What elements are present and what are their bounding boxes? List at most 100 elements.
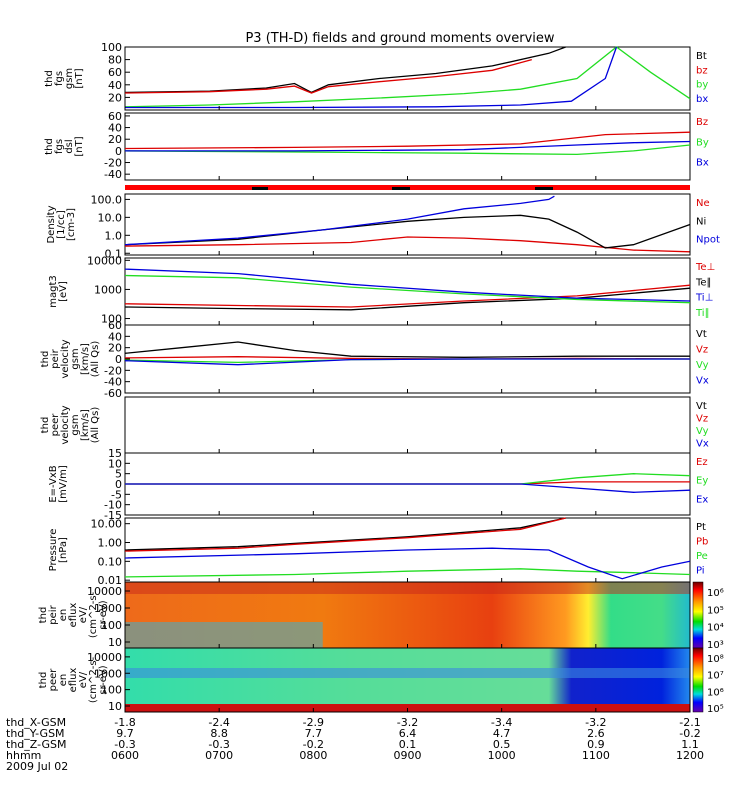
y-axis-label: velocity (60, 339, 71, 378)
legend-label: bz (696, 65, 708, 76)
y-tick-label: 10.00 (91, 518, 123, 531)
colorbar-tick-label: 10⁵ (707, 605, 724, 616)
legend-label: Npot (696, 235, 720, 246)
y-axis-label: gsm (70, 414, 81, 435)
series-line (124, 236, 691, 253)
series-line (124, 131, 691, 150)
y-axis-label: [nPa] (58, 537, 69, 563)
x-axis-y-gsm: 4.7 (493, 727, 511, 740)
y-axis-label: velocity (60, 405, 71, 444)
legend-label: Ez (696, 457, 708, 468)
series-line (124, 268, 691, 302)
series-line (124, 547, 691, 580)
legend-label: Bt (696, 51, 707, 62)
y-axis-label: eflux (68, 668, 79, 693)
legend-label: Ti∥ (695, 308, 710, 319)
spectrogram-low-energy (125, 622, 323, 648)
y-tick-label: -40 (104, 376, 122, 389)
y-tick-label: 1000 (94, 667, 122, 680)
panel-frame (124, 257, 691, 326)
y-axis-label: fgs (54, 139, 65, 154)
series-line (124, 517, 566, 551)
y-tick-label: 40 (108, 122, 122, 135)
x-axis-y-gsm: -0.2 (679, 727, 700, 740)
y-axis-label: eflux (68, 603, 79, 628)
y-tick-label: 0 (115, 478, 122, 491)
x-axis-z-gsm: -0.3 (114, 738, 135, 751)
y-axis-label: (cm^2-s- (88, 591, 99, 638)
x-axis-x-gsm: -1.8 (114, 716, 135, 729)
series-line (124, 284, 691, 308)
x-axis-x-gsm: -2.9 (303, 716, 324, 729)
x-axis-x-gsm: -2.1 (679, 716, 700, 729)
series-line (124, 46, 566, 94)
x-axis-row-label: thd_Z-GSM (6, 738, 66, 751)
y-tick-label: 40 (108, 79, 122, 92)
series-line (124, 287, 691, 311)
colorbar-tick-label: 10⁶ (707, 588, 724, 599)
y-tick-label: 60 (108, 110, 122, 123)
y-axis-label: en (58, 674, 69, 687)
y-axis-label: peer (48, 668, 59, 692)
x-axis-z-gsm: 0.9 (587, 738, 605, 751)
series-line (124, 568, 691, 578)
x-axis-z-gsm: 0.1 (399, 738, 417, 751)
y-axis-label: E=-VxB (48, 465, 59, 502)
y-tick-label: 100 (101, 313, 122, 326)
legend-label: Pt (696, 522, 706, 533)
y-tick-label: 1000 (94, 602, 122, 615)
y-tick-label: 10 (108, 700, 122, 713)
x-axis-y-gsm: 8.8 (210, 727, 228, 740)
y-axis-label: [eV] (58, 281, 69, 302)
x-axis-y-gsm: 9.7 (116, 727, 134, 740)
series-line (124, 58, 532, 94)
series-line (124, 358, 690, 366)
legend-label: Vy (696, 426, 709, 437)
y-axis-label: [1/cc] (56, 210, 67, 239)
y-tick-label: 100 (101, 41, 122, 54)
y-axis-label: gsm (64, 68, 75, 89)
y-axis-label: peer (50, 413, 61, 437)
legend-label: By (696, 137, 709, 148)
y-axis-label: Pressure (48, 529, 59, 572)
x-axis-row-label: hhmm (6, 749, 41, 762)
y-tick-label: -40 (104, 168, 122, 181)
series-line (124, 46, 691, 108)
y-axis-label: peir (50, 348, 61, 368)
colorbar-tick-label: 10³ (707, 640, 724, 651)
y-tick-label: 20 (108, 91, 122, 104)
series-line (124, 517, 566, 552)
y-tick-label: -20 (104, 157, 122, 170)
y-axis-label: (cm^2-s- (88, 656, 99, 703)
legend-label: Te⊥ (695, 262, 715, 273)
y-axis-label: (All Qs) (90, 341, 101, 378)
spectrogram-band (125, 668, 690, 678)
y-tick-label: 20 (108, 133, 122, 146)
legend-label: Ex (696, 494, 708, 505)
y-tick-label: 10.0 (98, 211, 123, 224)
x-axis-z-gsm: -0.3 (208, 738, 229, 751)
legend-label: Bx (696, 158, 709, 169)
y-tick-label: 5 (115, 468, 122, 481)
y-axis-label: thd (38, 672, 49, 689)
legend-label: by (696, 80, 708, 91)
figure-title: P3 (TH-D) fields and ground moments over… (245, 31, 554, 46)
y-tick-label: 10 (108, 457, 122, 470)
y-tick-label: 10000 (87, 585, 122, 598)
quality-flag-mark (392, 187, 410, 190)
colorbar-tick-label: 10⁸ (707, 654, 724, 665)
y-tick-label: 60 (108, 319, 122, 332)
y-tick-label: 40 (108, 330, 122, 343)
y-tick-label: 20 (108, 342, 122, 355)
x-axis-row-label: 2009 Jul 02 (6, 760, 68, 773)
y-tick-label: 100 (101, 619, 122, 632)
y-tick-label: 80 (108, 54, 122, 67)
y-tick-label: 15 (108, 447, 122, 460)
x-axis-z-gsm: 1.1 (681, 738, 699, 751)
y-axis-label: [mV/m] (58, 465, 69, 503)
y-axis-label: thd (44, 138, 55, 155)
y-tick-label: 0.1 (105, 247, 123, 260)
legend-label: Pb (696, 537, 708, 548)
y-axis-label: (All Qs) (90, 407, 101, 444)
colorbar-tick-label: 10⁷ (707, 671, 724, 682)
